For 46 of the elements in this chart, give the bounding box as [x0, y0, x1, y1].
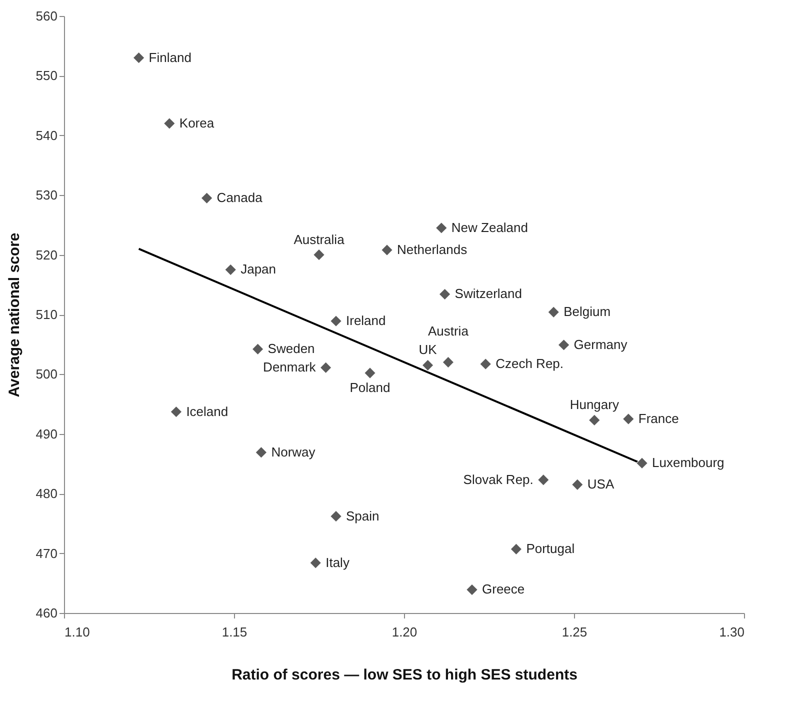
- annotation: France: [638, 410, 679, 426]
- y-tick-label: 550: [36, 68, 58, 84]
- annotation: Austria: [428, 323, 470, 338]
- x-tick-label: 1.30: [719, 624, 744, 640]
- y-tick-label: 470: [36, 546, 58, 561]
- annotation: Korea: [179, 115, 215, 130]
- annotation: Switzerland: [454, 286, 522, 302]
- annotation: Canada: [216, 190, 264, 206]
- annotation: Hungary: [570, 397, 620, 412]
- annotation: Belgium: [564, 304, 611, 320]
- annotation: Finland: [148, 50, 192, 65]
- y-tick-label: 490: [36, 426, 58, 442]
- annotation: Australia: [294, 232, 346, 247]
- x-tick-label: 1.25: [562, 624, 588, 640]
- annotation: Japan: [240, 262, 276, 277]
- annotation: Italy: [326, 554, 350, 570]
- x-tick-label: 1.15: [222, 624, 248, 640]
- annotation: Portugal: [526, 541, 575, 556]
- annotation: UK: [418, 342, 438, 358]
- annotation: USA: [587, 476, 614, 492]
- annotation: Slovak Rep.: [463, 472, 534, 487]
- annotation: Sweden: [268, 341, 315, 356]
- x-axis-title: Ratio of scores — low SES to high SES students: [232, 666, 578, 684]
- y-tick-label: 520: [36, 247, 58, 262]
- annotation: Poland: [350, 380, 390, 396]
- y-tick-label: 480: [36, 486, 58, 502]
- y-tick-label: 530: [36, 188, 58, 203]
- annotation: Netherlands: [397, 242, 468, 258]
- annotation: New Zealand: [451, 220, 528, 235]
- x-tick-label: 1.20: [392, 624, 418, 640]
- y-tick-label: 540: [36, 128, 58, 143]
- annotation: Luxembourg: [652, 455, 724, 470]
- y-tick-label: 500: [36, 366, 58, 382]
- annotation: Norway: [271, 444, 316, 460]
- annotation: Denmark: [263, 360, 316, 375]
- annotation: Czech Rep.: [496, 356, 564, 372]
- annotation: Iceland: [186, 404, 228, 419]
- annotation: Ireland: [346, 313, 386, 328]
- y-axis-title: Average national score: [6, 232, 23, 398]
- y-tick-label: 460: [36, 606, 58, 620]
- annotation: Spain: [346, 508, 380, 524]
- y-tick-label: 510: [36, 307, 58, 322]
- y-tick-label: 560: [36, 8, 58, 24]
- annotation: Greece: [482, 582, 525, 597]
- x-tick-label: 1.10: [64, 624, 90, 640]
- annotation: Germany: [574, 336, 628, 352]
